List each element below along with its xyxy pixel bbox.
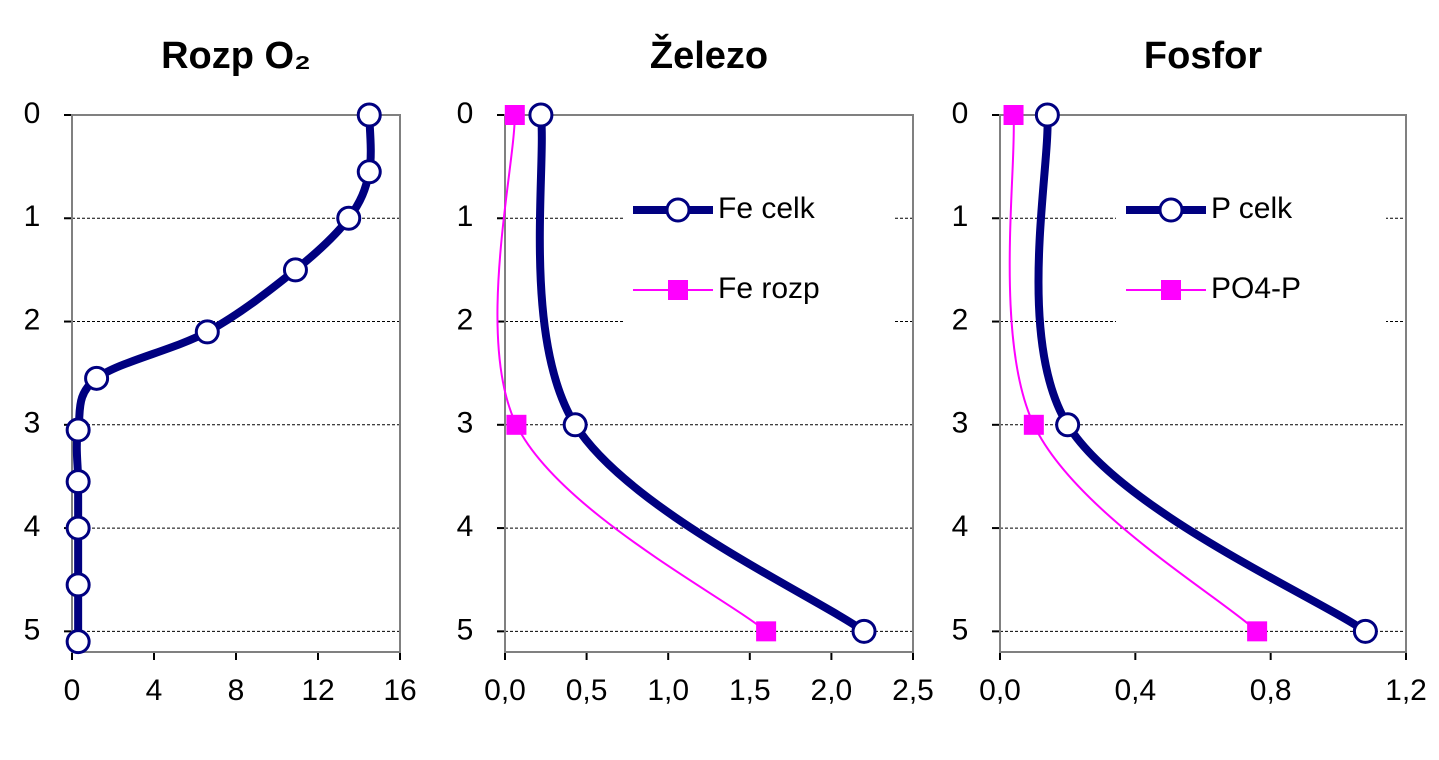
x-tick-label: 4 — [146, 674, 163, 707]
legend-label: Fe celk — [718, 192, 816, 225]
marker — [86, 367, 108, 389]
y-tick-label: 2 — [952, 303, 969, 336]
chart-title: Železo — [650, 33, 768, 77]
y-tick-label: 2 — [24, 303, 41, 336]
x-tick-label: 0,8 — [1250, 674, 1292, 707]
marker — [67, 419, 89, 441]
marker — [1024, 415, 1044, 435]
x-tick-label: 1,5 — [729, 674, 771, 707]
legend-marker — [668, 280, 688, 300]
y-tick-label: 0 — [457, 97, 474, 130]
y-tick-label: 4 — [24, 510, 41, 543]
y-tick-label: 3 — [457, 407, 474, 440]
y-tick-label: 3 — [952, 407, 969, 440]
x-tick-label: 0,4 — [1114, 674, 1156, 707]
plot-frame — [72, 115, 400, 652]
marker — [506, 415, 526, 435]
marker — [564, 414, 586, 436]
x-tick-label: 1,2 — [1385, 674, 1427, 707]
marker — [67, 471, 89, 493]
marker — [1247, 621, 1267, 641]
marker — [338, 207, 360, 229]
marker — [67, 631, 89, 653]
legend-label: PO4-P — [1211, 272, 1301, 305]
marker — [1057, 414, 1079, 436]
y-tick-label: 5 — [24, 613, 41, 646]
marker — [67, 574, 89, 596]
y-tick-label: 0 — [24, 97, 41, 130]
y-tick-label: 1 — [24, 200, 41, 233]
series-line — [77, 115, 371, 642]
x-tick-label: 0,0 — [484, 674, 526, 707]
marker — [756, 621, 776, 641]
marker — [358, 161, 380, 183]
marker — [853, 620, 875, 642]
marker — [284, 259, 306, 281]
chart-title: Fosfor — [1144, 35, 1262, 77]
x-tick-label: 2,0 — [811, 674, 853, 707]
chart-title: Rozp O₂ — [161, 35, 311, 77]
y-tick-label: 5 — [457, 613, 474, 646]
y-tick-label: 4 — [457, 510, 474, 543]
y-tick-label: 0 — [952, 97, 969, 130]
marker — [67, 517, 89, 539]
x-tick-label: 16 — [383, 674, 416, 707]
legend-label: P celk — [1211, 192, 1293, 225]
x-tick-label: 12 — [301, 674, 334, 707]
x-tick-label: 0 — [64, 674, 81, 707]
marker — [1004, 105, 1024, 125]
chart-panel: Rozp O₂0123450481216Železo0123450,00,51,… — [0, 0, 1439, 760]
y-tick-label: 4 — [952, 510, 969, 543]
marker — [1036, 104, 1058, 126]
x-tick-label: 1,0 — [647, 674, 689, 707]
marker — [358, 104, 380, 126]
legend-label: Fe rozp — [718, 272, 820, 305]
y-tick-label: 5 — [952, 613, 969, 646]
y-tick-label: 2 — [457, 303, 474, 336]
marker — [505, 105, 525, 125]
page: Rozp O₂0123450481216Železo0123450,00,51,… — [0, 0, 1439, 760]
marker — [1354, 620, 1376, 642]
legend-marker — [667, 199, 689, 221]
y-tick-label: 1 — [457, 200, 474, 233]
legend-marker — [1161, 280, 1181, 300]
legend-marker — [1160, 199, 1182, 221]
x-tick-label: 8 — [228, 674, 245, 707]
marker — [196, 321, 218, 343]
x-tick-label: 0,5 — [566, 674, 608, 707]
y-tick-label: 1 — [952, 200, 969, 233]
y-tick-label: 3 — [24, 407, 41, 440]
x-tick-label: 0,0 — [979, 674, 1021, 707]
marker — [530, 104, 552, 126]
x-tick-label: 2,5 — [892, 674, 934, 707]
